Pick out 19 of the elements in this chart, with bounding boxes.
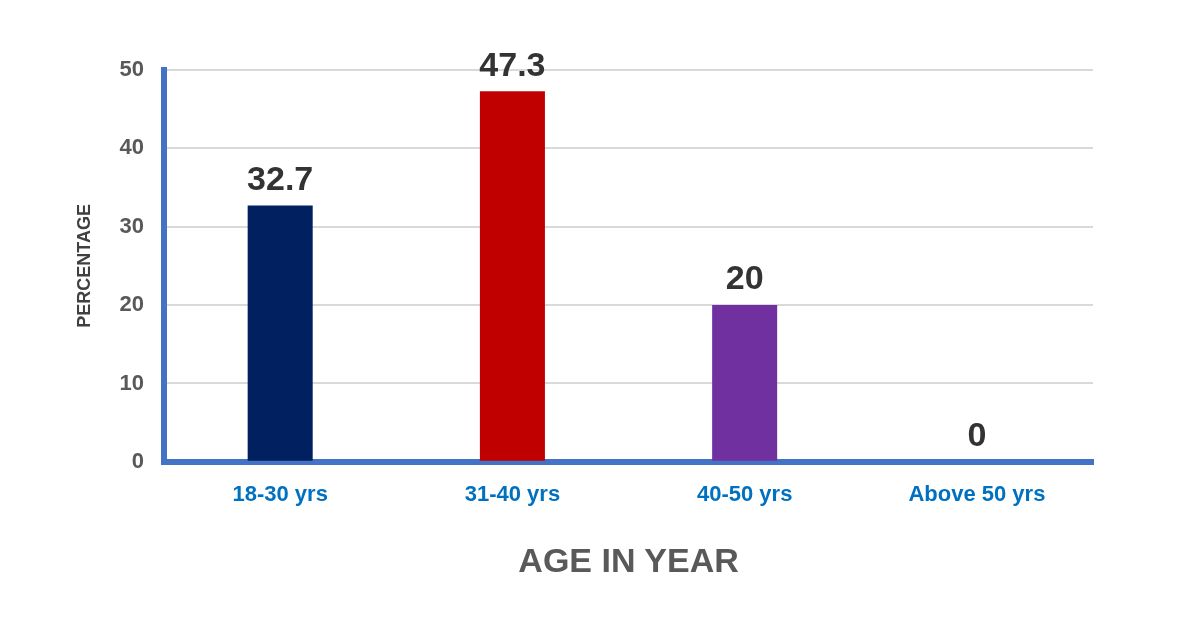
x-tick-label: Above 50 yrs (908, 481, 1046, 507)
y-tick-label: 50 (119, 56, 145, 82)
y-tick-label: 0 (131, 447, 145, 473)
x-tick-label: 18-30 yrs (232, 481, 328, 507)
data-label: 20 (725, 258, 764, 297)
y-tick-label: 30 (119, 212, 145, 238)
x-tick-label: 40-50 yrs (696, 481, 793, 507)
y-tick-label: 40 (119, 134, 145, 160)
y-tick-label: 10 (119, 369, 145, 395)
data-label: 0 (967, 415, 987, 454)
bar (247, 205, 313, 461)
x-axis-title: AGE IN YEAR (518, 540, 739, 579)
data-label: 47.3 (479, 44, 546, 83)
bar (479, 91, 545, 461)
y-tick-label: 20 (119, 291, 145, 317)
bar (712, 305, 778, 461)
x-tick-label: 31-40 yrs (464, 481, 561, 507)
data-label: 32.7 (247, 158, 314, 197)
y-axis-title: PERCENTAGE (73, 204, 94, 328)
